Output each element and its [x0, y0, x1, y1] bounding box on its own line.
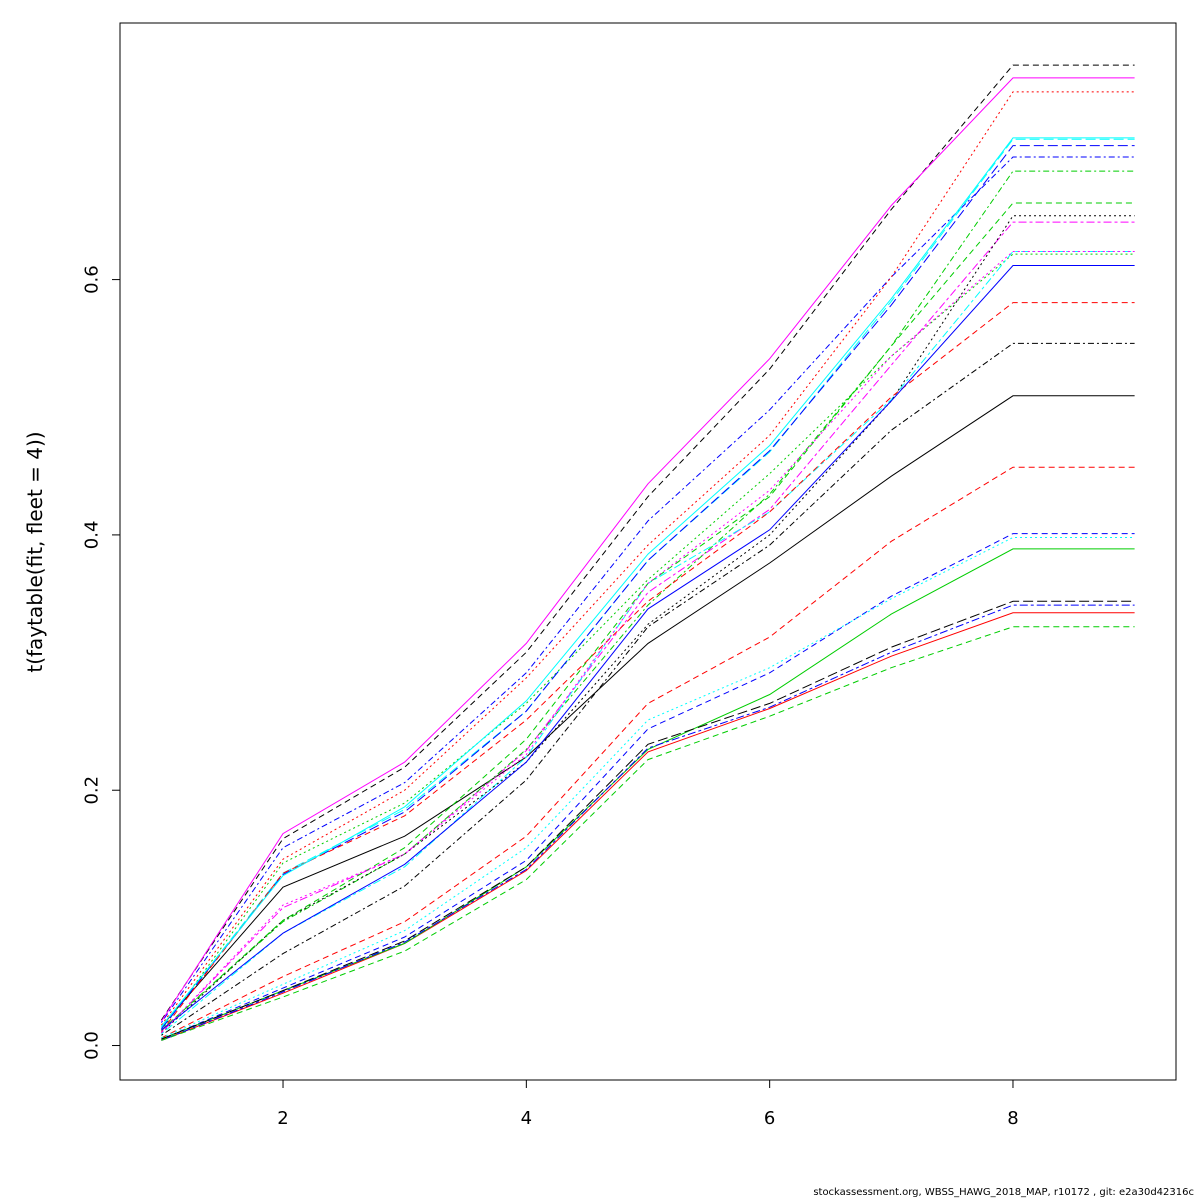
x-tick-label: 8 — [1007, 1108, 1018, 1129]
y-axis: 0.0 0.2 0.4 0.6 — [82, 265, 121, 1060]
series-line-21 — [161, 251, 1135, 1034]
series-line-23 — [161, 548, 1135, 1040]
series-line-25 — [161, 604, 1135, 1041]
series-layer — [160, 64, 1135, 1041]
series-line-10 — [161, 145, 1135, 1030]
x-tick-label: 6 — [764, 1108, 775, 1129]
x-axis: 2 4 6 8 — [277, 1079, 1019, 1129]
series-line-15 — [161, 202, 1135, 1031]
series-line-6 — [161, 221, 1135, 1034]
series-line-8 — [160, 91, 1135, 1026]
series-line-3 — [160, 253, 1135, 1031]
x-tick-label: 4 — [521, 1108, 532, 1129]
series-line-14 — [161, 302, 1135, 1032]
x-tick-label: 2 — [277, 1108, 288, 1129]
series-line-1 — [161, 395, 1135, 1027]
plot-frame — [119, 22, 1177, 1081]
series-line-26 — [161, 626, 1135, 1041]
series-line-9 — [161, 170, 1135, 1031]
series-line-11 — [161, 251, 1135, 1035]
series-line-12 — [160, 77, 1135, 1022]
series-line-2 — [161, 466, 1135, 1039]
series-line-17 — [161, 265, 1135, 1031]
series-line-16 — [161, 533, 1135, 1040]
series-line-13 — [161, 215, 1135, 1034]
y-axis-title: t(faytable(fit, fleet = 4)) — [23, 431, 47, 672]
series-line-19 — [161, 342, 1135, 1036]
y-tick-label: 0.0 — [82, 1031, 103, 1060]
footer-credit: stockassessment.org, WBSS_HAWG_2018_MAP,… — [813, 1187, 1194, 1198]
y-tick-label: 0.2 — [82, 776, 103, 805]
series-line-7 — [160, 64, 1135, 1021]
series-line-18 — [161, 137, 1135, 1027]
series-line-24 — [161, 600, 1135, 1040]
series-line-20 — [161, 537, 1135, 1039]
y-tick-label: 0.4 — [82, 521, 103, 550]
series-line-5 — [161, 138, 1135, 1029]
y-tick-label: 0.6 — [82, 265, 103, 294]
series-line-22 — [161, 612, 1135, 1041]
series-line-4 — [160, 156, 1135, 1023]
